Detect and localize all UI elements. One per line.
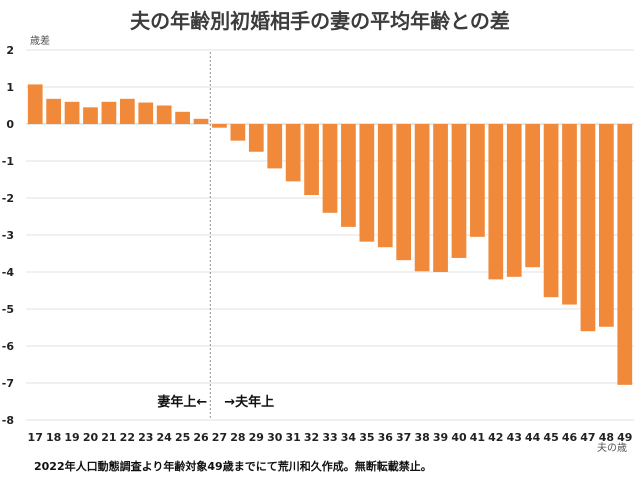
bar [304,124,319,196]
bar [212,124,227,128]
bar [451,124,467,258]
x-tick-label: 29 [249,431,264,444]
x-tick-label: 38 [414,431,429,444]
x-tick-label: 37 [396,431,411,444]
x-tick-label: 48 [599,431,614,444]
bar [396,124,412,261]
x-tick-label: 49 [617,431,632,444]
bar [598,124,614,327]
x-tick-label: 27 [212,431,227,444]
x-tick-label: 41 [470,431,485,444]
bar [580,124,596,332]
y-tick-label: -2 [2,192,14,205]
bar [64,101,80,124]
bar [156,105,172,124]
x-tick-label: 21 [101,431,116,444]
x-tick-label: 30 [267,431,283,444]
bar [470,124,485,237]
annotation-husband-older: →夫年上 [224,394,274,410]
bar [506,124,522,277]
y-tick-label: 1 [6,81,14,94]
chart-title: 夫の年齢別初婚相手の妻の平均年齢との差 [130,9,510,33]
x-tick-label: 43 [507,431,522,444]
y-tick-label: -6 [2,340,15,353]
bar [285,124,301,182]
x-tick-label: 33 [322,431,337,444]
bar [617,124,633,385]
bar [83,107,98,124]
x-tick-label: 44 [525,431,541,444]
y-tick-label: -3 [2,229,14,242]
y-tick-label: -1 [2,155,14,168]
x-tick-label: 32 [304,431,319,444]
bar [359,124,375,242]
bar [138,102,154,124]
bar [562,124,577,305]
bar [193,118,209,124]
gridlines [26,49,634,421]
x-tick-label: 22 [120,431,135,444]
bar [488,124,504,280]
bar [27,84,43,124]
bar [543,124,559,298]
x-tick-label: 45 [543,431,558,444]
x-tick-label: 36 [378,431,394,444]
x-tick-label: 24 [157,431,173,444]
x-tick-label: 31 [285,431,300,444]
bar [248,124,264,152]
x-tick-label: 23 [138,431,153,444]
x-tick-label: 28 [230,431,245,444]
x-tick-label: 35 [359,431,374,444]
bar [525,124,541,268]
bar [433,124,448,272]
bar [119,98,135,124]
y-tick-label: -7 [2,377,14,390]
y-tick-label: 0 [6,118,14,131]
bar [175,111,190,124]
y-tick-label: -8 [2,414,14,427]
x-tick-label: 40 [451,431,467,444]
x-axis-unit: 夫の歳 [597,442,627,454]
x-tick-label: 19 [64,431,79,444]
y-tick-label: -4 [2,266,15,279]
bars [27,84,633,385]
bar [322,124,338,213]
y-tick-label: -5 [2,303,14,316]
bar [267,124,283,169]
bar [341,124,356,227]
x-tick-label: 46 [562,431,578,444]
x-tick-label: 17 [28,431,43,444]
x-tick-label: 26 [193,431,209,444]
annotation-wife-older: 妻年上← [157,394,207,410]
x-tick-label: 39 [433,431,448,444]
x-tick-label: 47 [580,431,595,444]
bar [230,124,246,141]
x-tick-label: 25 [175,431,190,444]
y-tick-label: 2 [6,44,14,57]
x-tick-label: 42 [488,431,503,444]
bar [101,101,117,124]
bar [46,98,62,124]
source-note: 2022年人口動態調査より年齢対象49歳までにて荒川和久作成。無断転載禁止。 [34,459,432,473]
x-tick-label: 18 [46,431,61,444]
bar [377,124,393,248]
y-axis-unit: 歳差 [30,34,50,47]
bar [414,124,430,272]
y-axis-ticks: 2 1 0 -1 -2 -3 -4 -5 -6 -7 -8 [2,44,15,427]
x-tick-label: 34 [341,431,357,444]
x-tick-label: 20 [83,431,99,444]
x-axis-ticks: 17 18 19 20 21 22 23 24 25 26 27 28 29 30 31 32 33 34 35 36… [28,431,633,444]
